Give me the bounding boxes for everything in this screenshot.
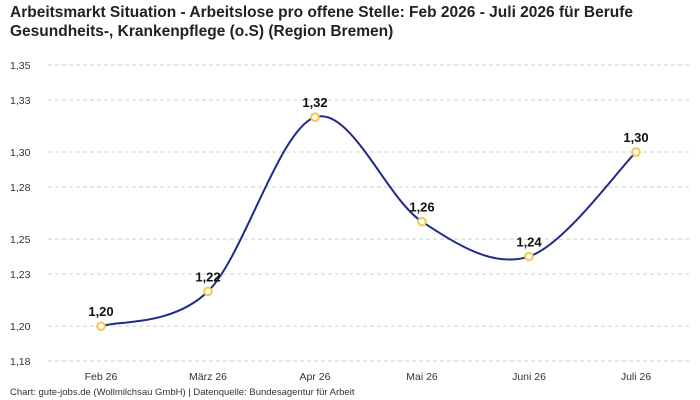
data-point <box>203 286 213 297</box>
x-tick-label: Mai 26 <box>406 371 438 383</box>
data-point <box>96 321 106 331</box>
data-label: 1,20 <box>88 304 113 319</box>
x-tick-label: Feb 26 <box>85 371 118 383</box>
y-tick-label: 1,35 <box>10 60 31 72</box>
data-point <box>631 147 641 157</box>
x-tick-label: Apr 26 <box>300 371 331 383</box>
y-axis: 1,18 1,20 1,23 1,25 1,28 1,30 1,33 1,35 <box>10 60 31 368</box>
data-points <box>96 112 641 331</box>
grid-lines <box>48 64 690 362</box>
data-label: 1,26 <box>409 200 434 215</box>
series-line <box>100 115 637 328</box>
data-label: 1,30 <box>623 130 648 145</box>
y-tick-label: 1,28 <box>10 182 31 194</box>
y-tick-label: 1,30 <box>10 147 31 159</box>
x-tick-label: März 26 <box>189 371 227 383</box>
y-tick-label: 1,18 <box>10 356 31 368</box>
data-label: 1,24 <box>516 235 542 250</box>
data-point <box>524 251 534 262</box>
source-footer: Chart: gute-jobs.de (Wollmilchsau GmbH) … <box>10 387 355 398</box>
y-tick-label: 1,20 <box>10 321 31 333</box>
y-tick-label: 1,23 <box>10 269 31 281</box>
x-tick-label: Juni 26 <box>512 371 546 383</box>
data-label: 1,32 <box>302 95 327 110</box>
x-tick-label: Juli 26 <box>621 371 652 383</box>
series-line-group <box>100 115 637 328</box>
chart-title: Arbeitsmarkt Situation - Arbeitslose pro… <box>10 4 634 40</box>
x-axis: Feb 26 März 26 Apr 26 Mai 26 Juni 26 Juli 26 <box>85 371 652 383</box>
data-point <box>310 112 320 123</box>
data-point <box>417 216 427 227</box>
y-tick-label: 1,33 <box>10 95 31 107</box>
data-label: 1,22 <box>195 269 220 284</box>
data-labels: 1,20 1,22 1,32 1,26 1,24 1,30 <box>88 95 648 319</box>
y-tick-label: 1,25 <box>10 234 31 246</box>
